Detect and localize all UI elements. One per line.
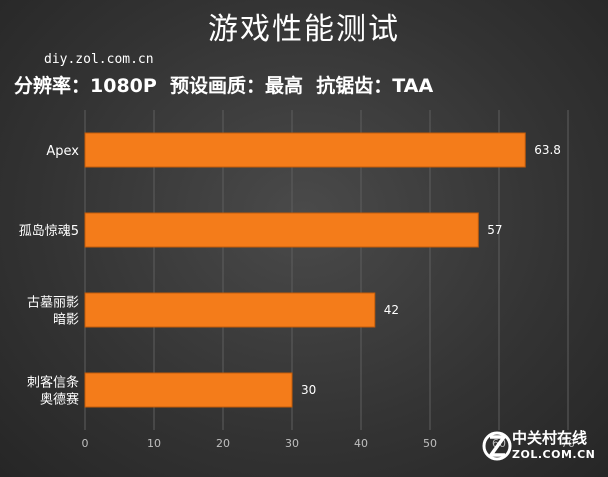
category-label: 古墓丽影 [27, 296, 79, 311]
category-label: Apex [46, 144, 79, 159]
bar [84, 292, 376, 328]
bar [84, 212, 479, 248]
category-label: 孤岛惊魂5 [19, 223, 79, 239]
source-url: diy.zol.com.cn [44, 52, 154, 67]
watermark-name: 中关村在线 [512, 429, 588, 447]
data-label: 57 [487, 223, 502, 237]
zol-logo-icon [482, 431, 512, 461]
data-label: 63.8 [534, 143, 561, 157]
bar [84, 372, 293, 408]
chart-title: 游戏性能测试 [208, 12, 400, 47]
x-tick-label: 70 [561, 437, 575, 450]
bars [84, 132, 526, 408]
category-label: 刺客信条 [27, 375, 79, 391]
x-tick-label: 10 [147, 437, 161, 450]
x-tick-label: 20 [216, 437, 230, 450]
x-tick-label: 40 [354, 437, 368, 450]
watermark-site: ZOL.COM.CN [512, 448, 596, 461]
x-tick-label: 30 [285, 437, 299, 450]
data-label: 42 [384, 303, 399, 317]
data-label: 30 [301, 383, 316, 397]
x-tick-label: 0 [82, 437, 89, 450]
x-tick-label: 50 [423, 437, 437, 450]
category-label: 奥德赛 [40, 392, 79, 408]
bar [84, 132, 526, 168]
zol-watermark: 中关村在线 ZOL.COM.CN [482, 424, 596, 468]
category-label: 暗影 [53, 313, 79, 328]
chart-subtitle: 分辨率：1080P 预设画质：最高 抗锯齿：TAA [14, 75, 434, 97]
